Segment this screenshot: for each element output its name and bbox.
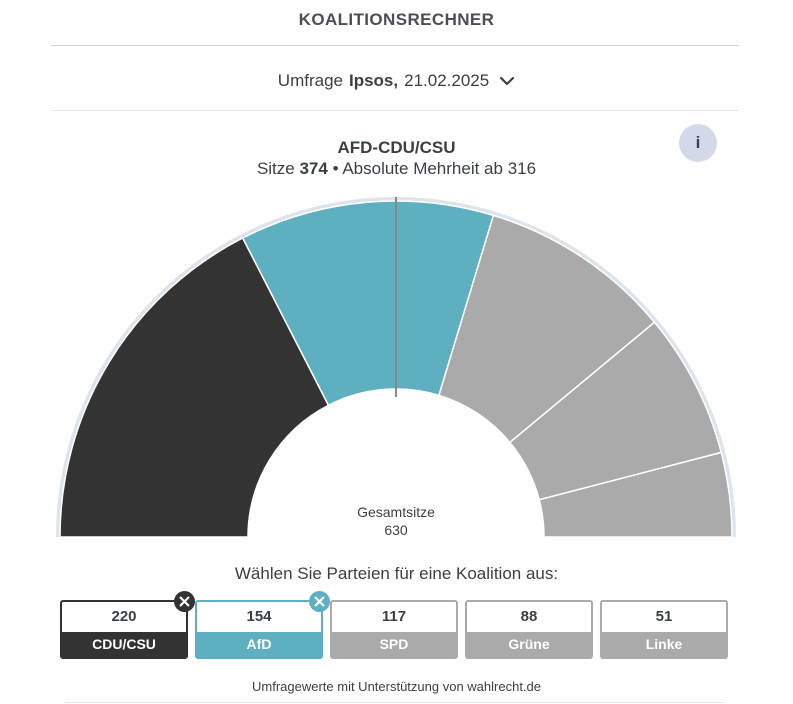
seat-segment-afd[interactable] bbox=[241, 200, 495, 407]
seat-segment-cdu-csu[interactable] bbox=[59, 236, 330, 538]
party-button-afd[interactable]: 154 AfD bbox=[195, 591, 330, 659]
party-button-linke[interactable]: 51 Linke bbox=[600, 600, 728, 659]
party-prompt: Wählen Sie Parteien für eine Koalition a… bbox=[234, 564, 559, 583]
party-selector: 220 CDU/CSU 154 AfD 117 SPD 88 Grüne 51 … bbox=[60, 591, 730, 660]
seats-value: 374 bbox=[299, 159, 328, 178]
chevron-down-icon bbox=[500, 76, 515, 86]
page-title: KOALITIONSRECHNER bbox=[298, 10, 495, 29]
seat-segment-linke[interactable] bbox=[538, 451, 733, 538]
info-icon: i bbox=[695, 133, 701, 152]
party-seats: 117 bbox=[381, 608, 407, 625]
majority-text: • Absolute Mehrheit ab 316 bbox=[332, 159, 537, 178]
divider bbox=[65, 702, 725, 703]
party-button-spd[interactable]: 117 SPD bbox=[330, 600, 458, 659]
party-seats: 51 bbox=[655, 608, 673, 625]
total-seats: Gesamtsitze 630 bbox=[296, 503, 496, 539]
party-name: SPD bbox=[332, 632, 456, 657]
party-name: CDU/CSU bbox=[62, 632, 186, 657]
party-button-gruene[interactable]: 88 Grüne bbox=[465, 600, 593, 659]
party-seats: 88 bbox=[520, 608, 538, 625]
close-icon[interactable] bbox=[309, 591, 330, 612]
close-icon[interactable] bbox=[174, 591, 195, 612]
divider bbox=[51, 45, 739, 46]
survey-institute: Ipsos, bbox=[348, 71, 399, 90]
seats-label: Sitze bbox=[256, 159, 295, 178]
party-button-cdu-csu[interactable]: 220 CDU/CSU bbox=[60, 591, 195, 659]
party-seats: 220 bbox=[111, 608, 137, 625]
coalition-name: AFD-CDU/CSU bbox=[337, 138, 456, 157]
info-button[interactable]: i bbox=[679, 124, 717, 162]
party-name: Linke bbox=[602, 632, 726, 657]
divider bbox=[51, 110, 739, 111]
total-seats-label: Gesamtsitze bbox=[357, 504, 435, 520]
survey-date: 21.02.2025 bbox=[404, 71, 490, 90]
survey-select[interactable]: Umfrage Ipsos, 21.02.2025 bbox=[0, 68, 793, 94]
party-name: AfD bbox=[197, 632, 321, 657]
total-seats-value: 630 bbox=[384, 522, 408, 538]
source-note: Umfragewerte mit Unterstützung von wahlr… bbox=[251, 679, 541, 694]
party-seats: 154 bbox=[246, 608, 272, 625]
coalition-seats: Sitze 374 • Absolute Mehrheit ab 316 bbox=[0, 159, 793, 179]
party-name: Grüne bbox=[467, 632, 591, 657]
survey-prefix: Umfrage bbox=[277, 71, 343, 90]
